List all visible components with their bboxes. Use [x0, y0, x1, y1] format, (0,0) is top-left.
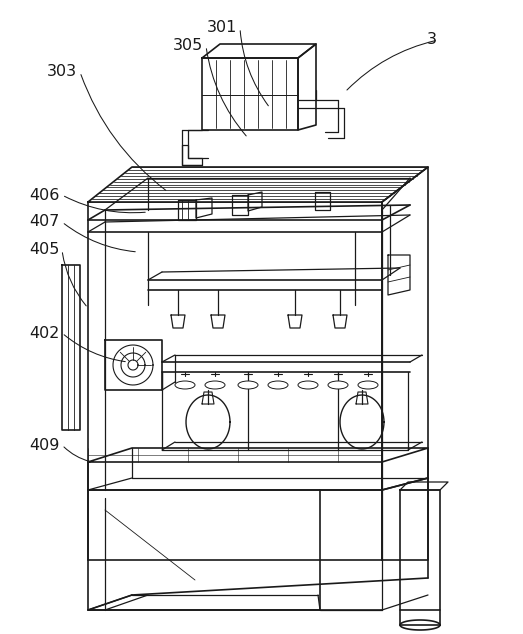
Text: 402: 402 [29, 325, 59, 340]
Ellipse shape [328, 381, 348, 389]
Text: 405: 405 [29, 242, 59, 257]
Text: 3: 3 [427, 32, 437, 48]
Ellipse shape [358, 381, 378, 389]
Ellipse shape [268, 381, 288, 389]
Text: 406: 406 [29, 188, 59, 202]
Text: 301: 301 [207, 20, 237, 36]
Text: 407: 407 [29, 214, 59, 230]
Ellipse shape [238, 381, 258, 389]
Text: 303: 303 [47, 65, 77, 79]
Ellipse shape [205, 381, 225, 389]
Text: 305: 305 [173, 39, 203, 53]
Ellipse shape [298, 381, 318, 389]
Text: 409: 409 [29, 437, 59, 453]
Ellipse shape [175, 381, 195, 389]
